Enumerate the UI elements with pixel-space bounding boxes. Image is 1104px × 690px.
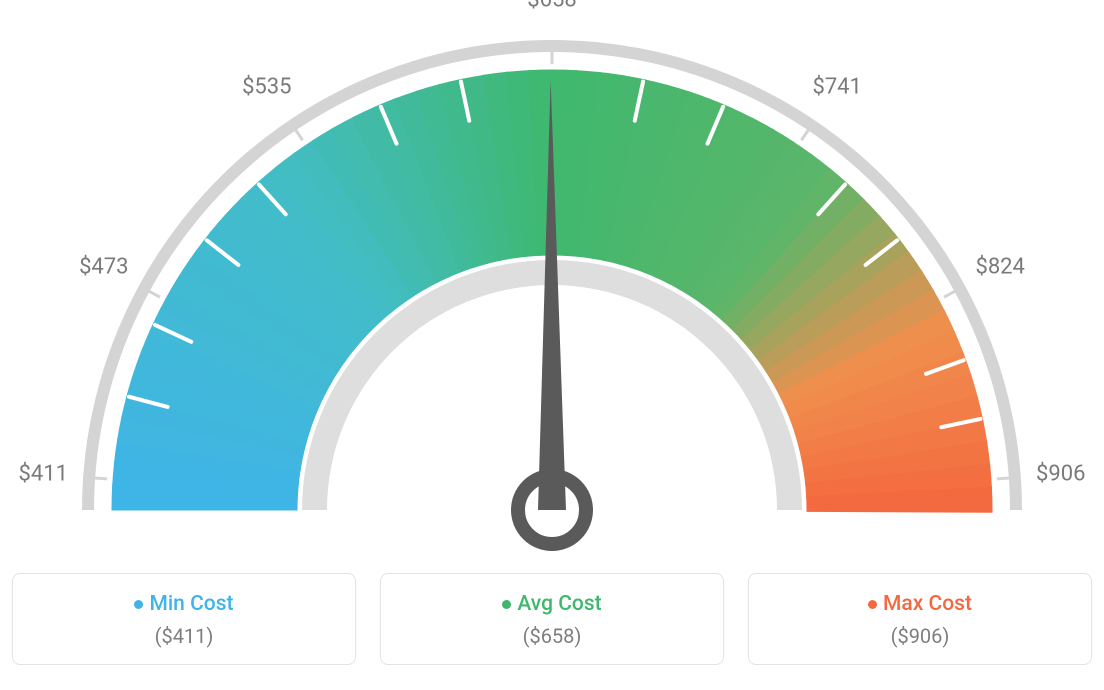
legend-value-avg: ($658) [391,624,713,648]
legend-label: Avg Cost [517,592,601,616]
dot-icon [134,600,143,609]
dot-icon [868,600,877,609]
gauge-chart: $411 $473 $535 $658 $741 $824 $906 [0,0,1104,555]
gauge-tick-label: $473 [79,254,128,279]
legend-card-max: Max Cost ($906) [748,573,1092,665]
legend-value-min: ($411) [23,624,345,648]
gauge-tick-label: $411 [19,462,68,487]
legend-card-min: Min Cost ($411) [12,573,356,665]
legend-value-max: ($906) [759,624,1081,648]
legend-label: Min Cost [149,592,233,616]
gauge-tick-label: $741 [812,75,861,100]
gauge-tick-label: $906 [1036,462,1085,487]
dot-icon [502,600,511,609]
legend-card-avg: Avg Cost ($658) [380,573,724,665]
legend-title-max: Max Cost [868,592,972,616]
gauge-tick-label: $658 [527,0,576,13]
legend-row: Min Cost ($411) Avg Cost ($658) Max Cost… [0,555,1104,665]
legend-label: Max Cost [883,592,972,616]
legend-title-min: Min Cost [134,592,233,616]
gauge-tick-label: $535 [242,75,291,100]
gauge-tick-label: $824 [975,254,1024,279]
gauge-svg [0,0,1104,555]
legend-title-avg: Avg Cost [502,592,601,616]
